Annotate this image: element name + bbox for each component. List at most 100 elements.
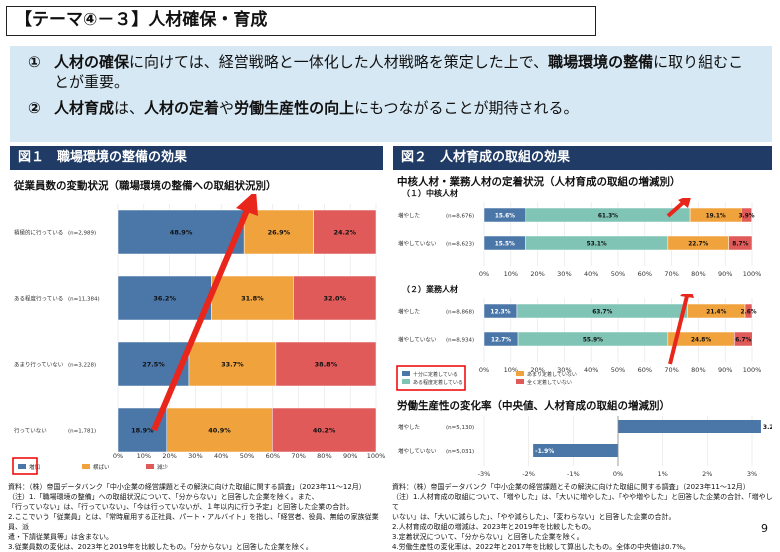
category-n-label: (n=8,934) — [446, 338, 474, 344]
legend-label: 全く定着していない — [527, 379, 572, 386]
category-label: 行っていない — [14, 427, 47, 435]
bar-data-label: 19.1% — [706, 214, 726, 220]
bar-data-label: 33.7% — [221, 361, 244, 369]
legend-label: ある程度定着している — [413, 379, 463, 386]
x-tick-label: 20% — [162, 452, 176, 460]
category-label: 増やしていない — [398, 240, 437, 248]
x-tick-label: 10% — [137, 452, 151, 460]
x-tick-label: 40% — [214, 452, 228, 460]
category-label: 増やしていない — [398, 447, 437, 455]
bar-data-label: 26.9% — [268, 229, 291, 237]
page-title: 【テーマ④－３】人材確保・育成 — [6, 6, 596, 36]
x-tick-label: 50% — [611, 270, 625, 278]
x-tick-label: 50% — [611, 366, 625, 374]
bar-data-label: 31.8% — [241, 295, 264, 303]
footnote-line: 2.ここでいう「従業員」とは、「常時雇用する正社員、パート・アルバイト」を指し、… — [8, 513, 379, 531]
footnotes-left: 資料：（株）帝国データバンク「中小企業の経営課題とその解決に向けた取組に関する調… — [8, 482, 388, 552]
bar-segment — [117, 275, 212, 321]
x-tick-label: 0% — [479, 366, 489, 374]
bar-data-label: 15.5% — [495, 242, 515, 248]
x-tick-label: 60% — [266, 452, 280, 460]
category-label: 増やした — [398, 212, 420, 220]
x-tick-label: -2% — [522, 470, 535, 478]
legend-label: あまり定着していない — [527, 371, 577, 378]
bar-segment — [117, 341, 190, 387]
bar-data-label: 55.9% — [583, 338, 603, 344]
x-tick-label: 90% — [343, 452, 357, 460]
x-tick-label: 100% — [743, 270, 762, 278]
bar-segment — [313, 209, 377, 255]
footnote-line: （注）1.人材育成の取組について、「増やした」は、「大いに増やした」、「やや増や… — [392, 493, 773, 511]
x-tick-label: 80% — [317, 452, 331, 460]
fig2-header: 図２ 人材育成の取組の効果 — [393, 146, 772, 170]
bar-data-label: -1.9% — [535, 448, 554, 455]
x-tick-label: 0% — [613, 470, 623, 478]
summary-box: ① 人材の確保に向けては、経営戦略と一体化した人材戦略を策定した上で、職場環境の整… — [10, 46, 772, 142]
x-tick-label: 50% — [240, 452, 254, 460]
summary-item: ② 人材育成は、人材の定着や労働生産性の向上にもつながることが期待される。 — [28, 98, 754, 118]
legend-swatch — [402, 379, 410, 384]
summary-item-number: ① — [28, 53, 41, 71]
bar-data-label: 53.1% — [587, 242, 607, 248]
fig2-chart-core: 0% 10% 20% 30% 40% 50% 60% 70% 80% 90% 100% 増やした (n=… — [398, 198, 762, 278]
bar-data-label: 61.3% — [598, 214, 618, 220]
fig2-part1-label: （１）中核人材 — [402, 189, 458, 198]
bar-data-label: 36.2% — [153, 295, 176, 303]
footnote-line: 3.定着状況について、「分からない」と回答した企業を除く。 — [392, 533, 584, 541]
bar-data-label: 24.8% — [691, 338, 711, 344]
bar-data-label: 38.8% — [315, 361, 338, 369]
bar-data-label: 40.9% — [208, 427, 231, 435]
category-n-label: (n=2,989) — [68, 231, 96, 237]
legend-swatch — [18, 464, 26, 469]
legend-swatch — [516, 371, 524, 376]
footnote-line: 「行っていない」は、「行っていない」、「今は行っていないが、１年以内に行う予定」… — [8, 503, 354, 511]
legend-highlight — [396, 365, 466, 391]
category-label: 増やした — [398, 308, 420, 316]
trend-arrow-line — [151, 206, 251, 432]
bar-data-label: 15.6% — [495, 214, 515, 220]
fig1-chart: 0% 10% 20% 30% 40% 50% 60% 70% 80% 90% 100% 積極的に行って… — [12, 194, 385, 475]
footnote-line: 3.従業員数の変化は、2023年と2019年を比較したもの。「分からない」と回答… — [8, 543, 313, 551]
bar-data-label: 12.3% — [490, 310, 510, 316]
fig1-subtitle: 従業員数の変動状況（職場環境の整備への取組状況別） — [14, 180, 277, 192]
bar-segment — [117, 209, 245, 255]
x-tick-label: 3% — [747, 470, 757, 478]
x-tick-label: 70% — [664, 366, 678, 374]
fig2-chart-productivity: -3% -2% -1% 0% 1% 2% 3% 増やした (n=5,130) 3.2% 増やしていな… — [398, 416, 772, 478]
x-tick-label: 70% — [664, 270, 678, 278]
category-n-label: (n=5,031) — [446, 449, 474, 455]
x-tick-label: 20% — [530, 270, 544, 278]
legend-swatch — [146, 464, 154, 469]
x-tick-label: 30% — [557, 366, 571, 374]
fig2-subtitle: 中核人材・業務人材の定着状況（人材育成の取組の増減別） — [397, 176, 681, 188]
trend-arrow-head — [680, 294, 694, 298]
bar-segment — [728, 235, 753, 251]
category-n-label: (n=1,781) — [68, 429, 96, 435]
x-tick-label: 70% — [291, 452, 305, 460]
legend-label: 減少 — [157, 463, 169, 471]
summary-item-text: 人材育成は、人材の定着や労働生産性の向上にもつながることが期待される。 — [54, 99, 579, 117]
x-tick-label: 60% — [638, 366, 652, 374]
bar-segment — [243, 209, 314, 255]
bar-segment — [741, 207, 752, 223]
category-n-label: (n=8,623) — [446, 242, 474, 248]
legend-swatch — [516, 379, 524, 384]
x-tick-label: 90% — [718, 270, 732, 278]
bar-data-label: 48.9% — [170, 229, 193, 237]
x-tick-label: 90% — [718, 366, 732, 374]
bar-segment — [211, 275, 294, 321]
category-n-label: (n=11,384) — [68, 297, 100, 303]
footnotes-right: 資料：（株）帝国データバンク「中小企業の経営課題とその解決に向けた取組に関する調… — [392, 482, 778, 552]
footnote-line: 遣・下請従業員等」は含まない。 — [8, 533, 113, 541]
category-label: 増やしていない — [398, 336, 437, 344]
summary-item-text: 人材の確保に向けては、経営戦略と一体化した人材戦略を策定した上で、職場環境の整備… — [54, 53, 744, 91]
x-tick-label: 10% — [504, 366, 518, 374]
fig1-header: 図１ 職場環境の整備の効果 — [10, 146, 383, 170]
legend-label: 横ばい — [93, 463, 110, 471]
x-tick-label: 0% — [479, 270, 489, 278]
x-tick-label: 80% — [691, 366, 705, 374]
bar-data-label: 21.4% — [706, 310, 726, 316]
category-label: 増やした — [398, 423, 420, 431]
x-tick-label: 30% — [188, 452, 202, 460]
footnote-line: いない」は、「大いに減らした」、「やや減らした」、「変わらない」と回答した企業の… — [392, 513, 676, 521]
